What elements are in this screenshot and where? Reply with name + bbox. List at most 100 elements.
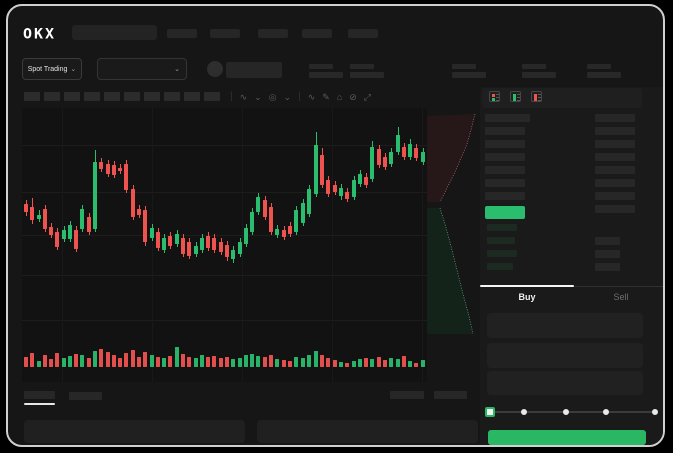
bottom-tab-placeholder[interactable]: [69, 392, 102, 400]
timeframe-button-placeholder[interactable]: [204, 92, 220, 101]
candle-body: [225, 245, 229, 257]
orderbook-row[interactable]: [595, 250, 620, 258]
candle-body: [118, 168, 122, 171]
bottom-tab-placeholder[interactable]: [390, 391, 424, 399]
orderbook-row[interactable]: [595, 263, 620, 271]
ticker-stat-placeholder: [309, 64, 333, 69]
orderbook-bid-row[interactable]: [487, 263, 513, 270]
timeframe-button-placeholder[interactable]: [84, 92, 100, 101]
orderbook-row[interactable]: [485, 153, 525, 161]
orderbook-header-strip: [482, 88, 642, 108]
icon-lines: [517, 94, 520, 101]
orderbook-row[interactable]: [595, 114, 635, 122]
book-view-asks-icon[interactable]: [531, 91, 542, 102]
candle-body: [244, 228, 248, 244]
volume-bar: [288, 361, 292, 367]
nav-item-placeholder[interactable]: [258, 29, 288, 38]
orderbook-bid-row[interactable]: [487, 237, 515, 244]
volume-bar: [24, 357, 28, 367]
buy-submit-button[interactable]: [488, 430, 646, 445]
book-view-bids-icon[interactable]: [510, 91, 521, 102]
bottom-tab-placeholder[interactable]: [24, 391, 55, 399]
pair-selector-dropdown[interactable]: ⌄: [97, 58, 187, 80]
search-bar-placeholder[interactable]: [72, 25, 157, 40]
nav-item-placeholder[interactable]: [167, 29, 197, 38]
okx-logo[interactable]: OKX: [23, 25, 57, 43]
slider-dot[interactable]: [563, 409, 569, 415]
bottom-tab-placeholder[interactable]: [434, 391, 467, 399]
ticker-stat-placeholder: [452, 72, 486, 78]
orderbook-row[interactable]: [595, 237, 620, 245]
user-widget-placeholder[interactable]: [226, 62, 282, 78]
slider-dot[interactable]: [652, 409, 658, 415]
orderbook-row[interactable]: [485, 114, 530, 122]
tab-sell[interactable]: Sell: [574, 290, 663, 304]
order-form-field[interactable]: [487, 313, 643, 338]
orderbook-bid-row[interactable]: [487, 250, 517, 257]
timeframe-button-placeholder[interactable]: [64, 92, 80, 101]
volume-bar: [206, 357, 210, 367]
timeframe-button-placeholder[interactable]: [44, 92, 60, 101]
timeframe-button-placeholder[interactable]: [104, 92, 120, 101]
pair-avatar: [207, 61, 223, 77]
indicators-icon[interactable]: ◎: [268, 91, 277, 102]
orderbook-row[interactable]: [595, 166, 635, 174]
ticker-stat-placeholder: [309, 72, 343, 78]
orderbook-row[interactable]: [485, 140, 525, 148]
nav-item-placeholder[interactable]: [210, 29, 240, 38]
volume-bar: [150, 355, 154, 367]
candlestick-chart[interactable]: [22, 108, 427, 382]
timeframe-button-placeholder[interactable]: [144, 92, 160, 101]
chart-style-icon[interactable]: ∿: [239, 91, 248, 102]
orderbook-row[interactable]: [485, 179, 525, 187]
slider-handle[interactable]: [485, 407, 495, 417]
nav-item-placeholder[interactable]: [302, 29, 332, 38]
nav-item-placeholder[interactable]: [348, 29, 378, 38]
expand-icon[interactable]: ⤢: [363, 91, 371, 102]
timeframe-button-placeholder[interactable]: [164, 92, 180, 101]
gridline-h: [22, 275, 427, 276]
orderbook-row[interactable]: [485, 127, 525, 135]
orderbook-row[interactable]: [485, 192, 525, 200]
candle-body: [24, 204, 28, 212]
timeframe-button-placeholder[interactable]: [24, 92, 40, 101]
order-form-field[interactable]: [487, 343, 643, 368]
volume-bar: [269, 355, 273, 367]
market-type-dropdown[interactable]: Spot Trading ⌄: [22, 58, 82, 80]
volume-bar: [68, 356, 72, 367]
tab-buy[interactable]: Buy: [480, 290, 574, 304]
chevron-down-icon[interactable]: ⌄: [254, 91, 262, 102]
ticker-stat-placeholder: [587, 64, 611, 69]
draw-tool-icon[interactable]: ✎: [322, 91, 330, 102]
candle-body: [137, 209, 141, 215]
orderbook-row[interactable]: [595, 140, 635, 148]
market-type-label: Spot Trading: [27, 65, 68, 73]
volume-bar: [396, 359, 400, 367]
gridline-v: [62, 108, 63, 382]
volume-bar: [106, 352, 110, 367]
hide-drawings-icon[interactable]: ⊘: [349, 91, 357, 102]
orderbook-row[interactable]: [595, 153, 635, 161]
book-view-all-icon[interactable]: [489, 91, 500, 102]
order-form-field[interactable]: [487, 371, 643, 395]
line-tool-icon[interactable]: ∿: [307, 91, 316, 102]
orderbook-row[interactable]: [485, 166, 525, 174]
gridline-v: [242, 108, 243, 382]
home-icon[interactable]: ⌂: [336, 91, 343, 102]
orderbook-bid-row[interactable]: [487, 224, 517, 231]
chevron-down-icon[interactable]: ⌄: [283, 91, 292, 102]
amount-slider-track[interactable]: [490, 411, 657, 413]
slider-dot[interactable]: [521, 409, 527, 415]
orderbook-row[interactable]: [595, 127, 635, 135]
orderbook-row[interactable]: [595, 192, 635, 200]
volume-bar: [181, 354, 185, 367]
volume-bar: [49, 359, 53, 367]
timeframe-button-placeholder[interactable]: [184, 92, 200, 101]
timeframe-button-placeholder[interactable]: [124, 92, 140, 101]
volume-bar: [74, 354, 78, 367]
orderbook-row[interactable]: [595, 179, 635, 187]
orderbook-row[interactable]: [595, 205, 635, 213]
slider-dot[interactable]: [603, 409, 609, 415]
last-price-row[interactable]: [485, 206, 525, 219]
